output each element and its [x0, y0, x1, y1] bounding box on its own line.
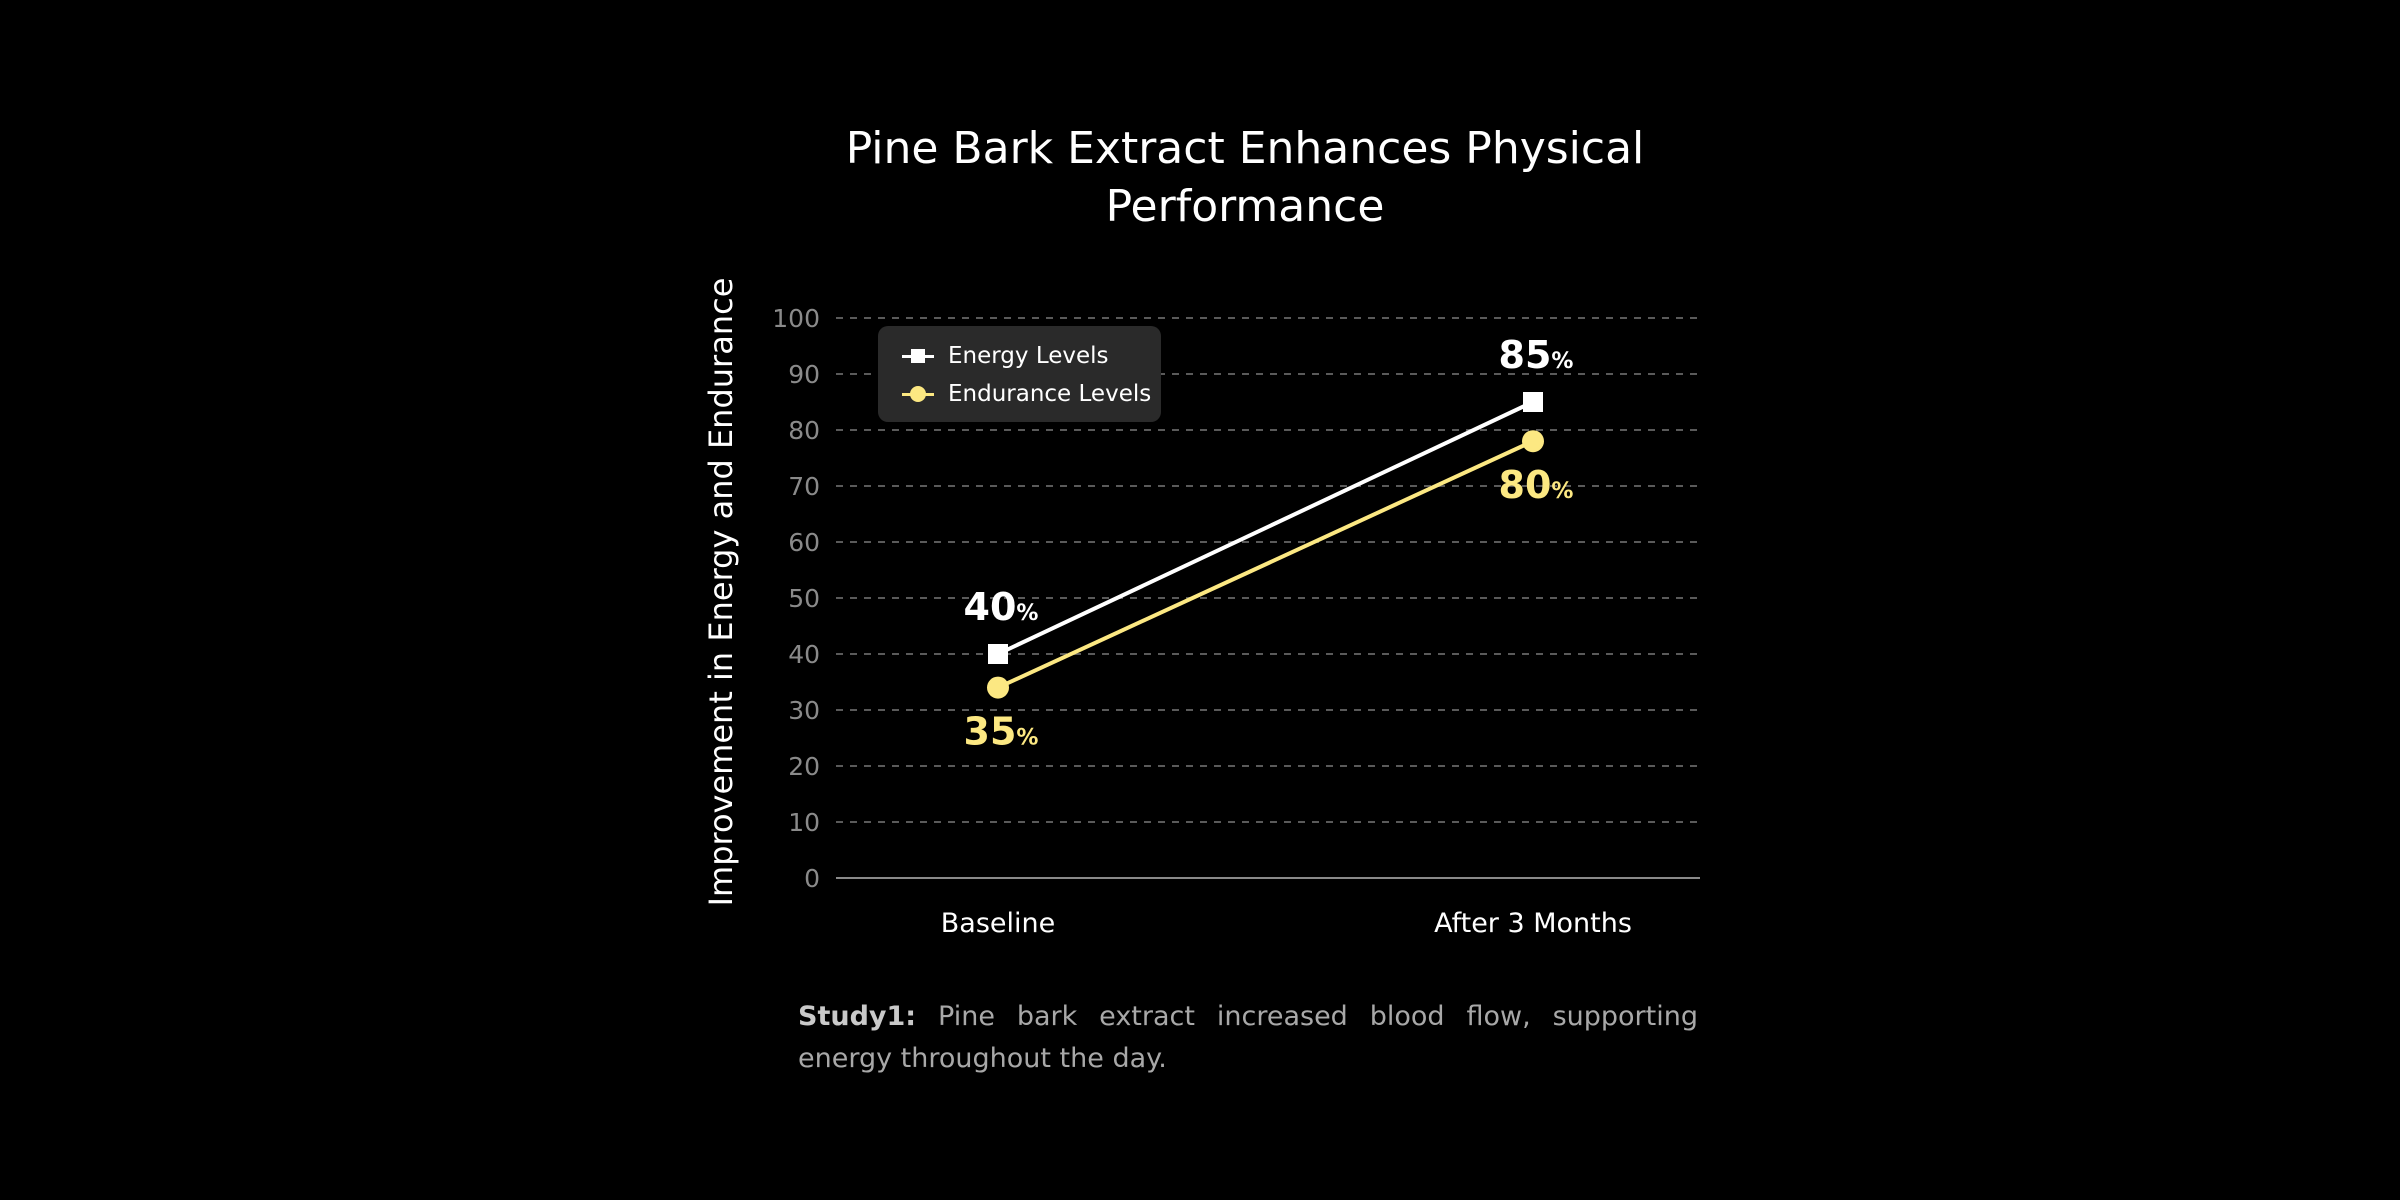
data-label-unit: %: [1016, 726, 1038, 751]
data-label-value: 85: [1499, 333, 1552, 377]
data-point: [1522, 430, 1544, 453]
y-tick-label: 70: [788, 472, 820, 501]
legend: Energy Levels Endurance Levels: [878, 326, 1161, 422]
y-tick-label: 100: [772, 304, 820, 333]
data-label: 80%: [1499, 463, 1574, 507]
footnote-label: Study1:: [798, 1001, 917, 1032]
data-label-unit: %: [1551, 349, 1573, 374]
y-tick-label: 20: [788, 752, 820, 781]
series-line-0: [997, 400, 1534, 656]
chart-title: Pine Bark Extract Enhances Physical Perf…: [845, 123, 1645, 232]
series-line-1: [997, 439, 1534, 690]
y-tick-label: 0: [804, 864, 820, 893]
series-markers: [987, 392, 1544, 699]
footnote: Study1: Pine bark extract increased bloo…: [798, 996, 1698, 1080]
legend-label-endurance: Endurance Levels: [948, 381, 1152, 407]
y-tick-label: 50: [788, 584, 820, 613]
data-label-value: 35: [964, 710, 1017, 754]
legend-label-energy: Energy Levels: [948, 343, 1109, 369]
data-point: [987, 676, 1009, 699]
x-axis-ticks: Baseline After 3 Months: [941, 908, 1632, 939]
footnote-text: Pine bark extract increased blood flow, …: [798, 1001, 1698, 1074]
square-marker-icon: [911, 349, 925, 363]
x-tick-label: Baseline: [941, 908, 1055, 939]
data-label-value: 80: [1499, 463, 1552, 507]
data-label-unit: %: [1016, 601, 1038, 626]
data-label-value: 40: [964, 585, 1017, 629]
y-tick-label: 80: [788, 416, 820, 445]
legend-item-energy: Energy Levels: [902, 339, 1109, 373]
y-axis-ticks: 0 10 20 30 40 50 60 70 80 90 100: [772, 304, 820, 893]
y-tick-label: 60: [788, 528, 820, 557]
data-label: 40%: [964, 585, 1039, 629]
legend-item-endurance: Endurance Levels: [902, 377, 1151, 411]
legend-swatch-energy: [902, 346, 934, 366]
y-tick-label: 10: [788, 808, 820, 837]
data-label: 85%: [1499, 333, 1574, 377]
y-tick-label: 30: [788, 696, 820, 725]
data-label: 35%: [964, 710, 1039, 754]
y-tick-label: 90: [788, 360, 820, 389]
data-labels: 40%85%35%80%: [964, 333, 1574, 754]
data-point: [1523, 392, 1543, 412]
series-lines: [997, 400, 1534, 690]
legend-swatch-endurance: [902, 384, 934, 404]
y-axis-label: Improvement in Energy and Endurance: [702, 278, 740, 907]
data-label-unit: %: [1551, 479, 1573, 504]
y-tick-label: 40: [788, 640, 820, 669]
circle-marker-icon: [910, 386, 926, 402]
x-tick-label: After 3 Months: [1434, 908, 1632, 939]
data-point: [988, 644, 1008, 664]
